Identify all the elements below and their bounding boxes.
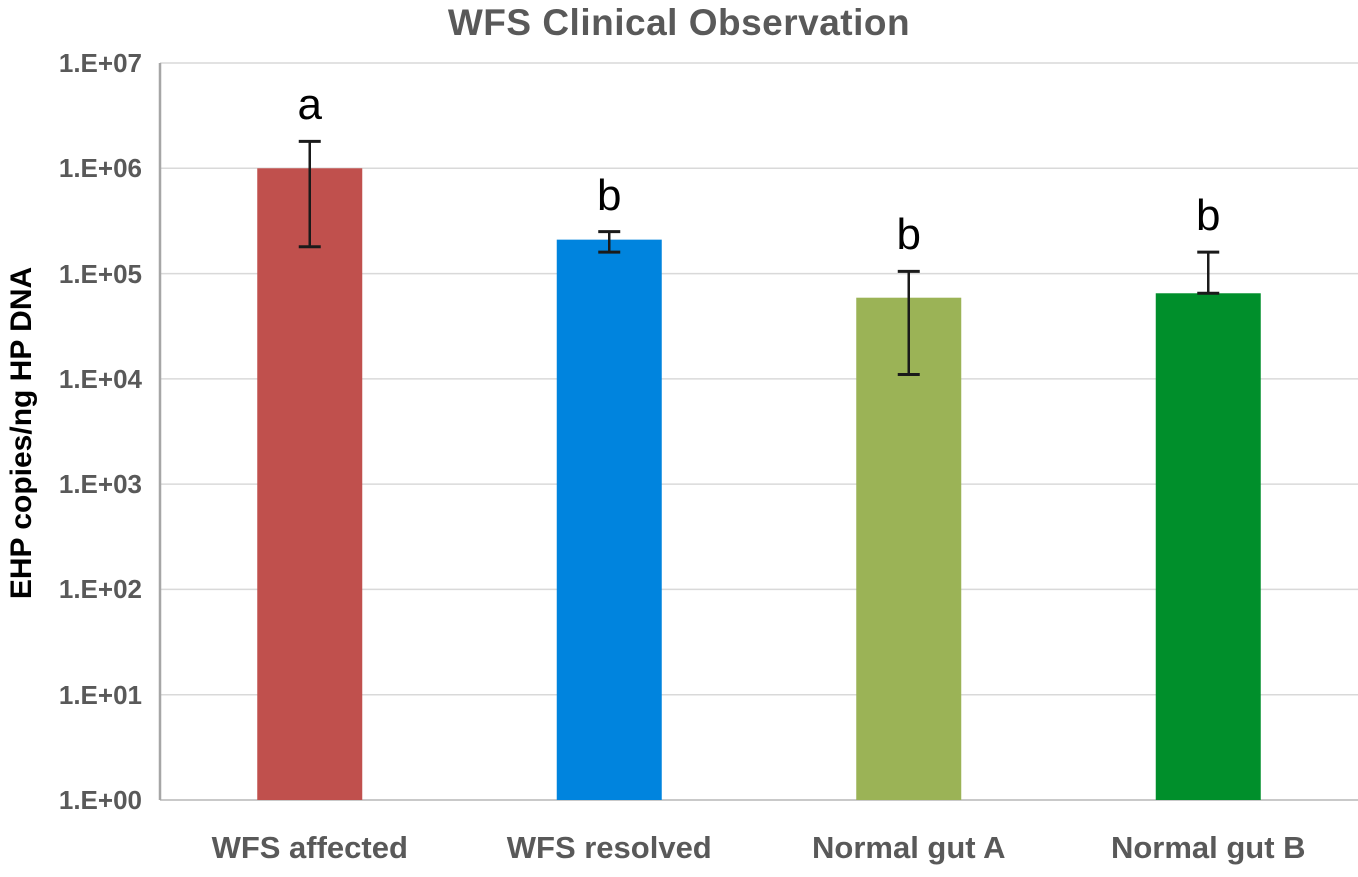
x-category-label: Normal gut B bbox=[1110, 830, 1306, 865]
y-tick-label: 1.E+07 bbox=[58, 48, 142, 78]
sig-letter: b bbox=[1196, 191, 1221, 241]
sig-letter: b bbox=[597, 170, 622, 220]
y-tick-label: 1.E+01 bbox=[58, 679, 142, 710]
x-category-label: WFS affected bbox=[211, 830, 408, 865]
y-tick-label: 1.E+03 bbox=[58, 469, 142, 500]
x-category-label: WFS resolved bbox=[506, 830, 712, 865]
sig-letter: a bbox=[297, 80, 322, 130]
y-tick-label: 1.E+05 bbox=[58, 258, 142, 289]
y-tick-label: 1.E+04 bbox=[58, 363, 142, 394]
chart-title: WFS Clinical Observation bbox=[447, 2, 911, 43]
bar-normal-gut-a bbox=[856, 297, 962, 800]
y-tick-label: 1.E+02 bbox=[58, 574, 142, 605]
sig-letter: b bbox=[896, 210, 921, 260]
y-tick-label: 1.E+06 bbox=[58, 153, 142, 184]
bar-wfs-affected bbox=[257, 168, 363, 801]
bar-wfs-resolved bbox=[556, 239, 662, 800]
x-category-label: Normal gut A bbox=[812, 830, 1006, 865]
bar-normal-gut-b bbox=[1155, 293, 1261, 800]
y-tick-label: 1.E+00 bbox=[58, 785, 142, 815]
